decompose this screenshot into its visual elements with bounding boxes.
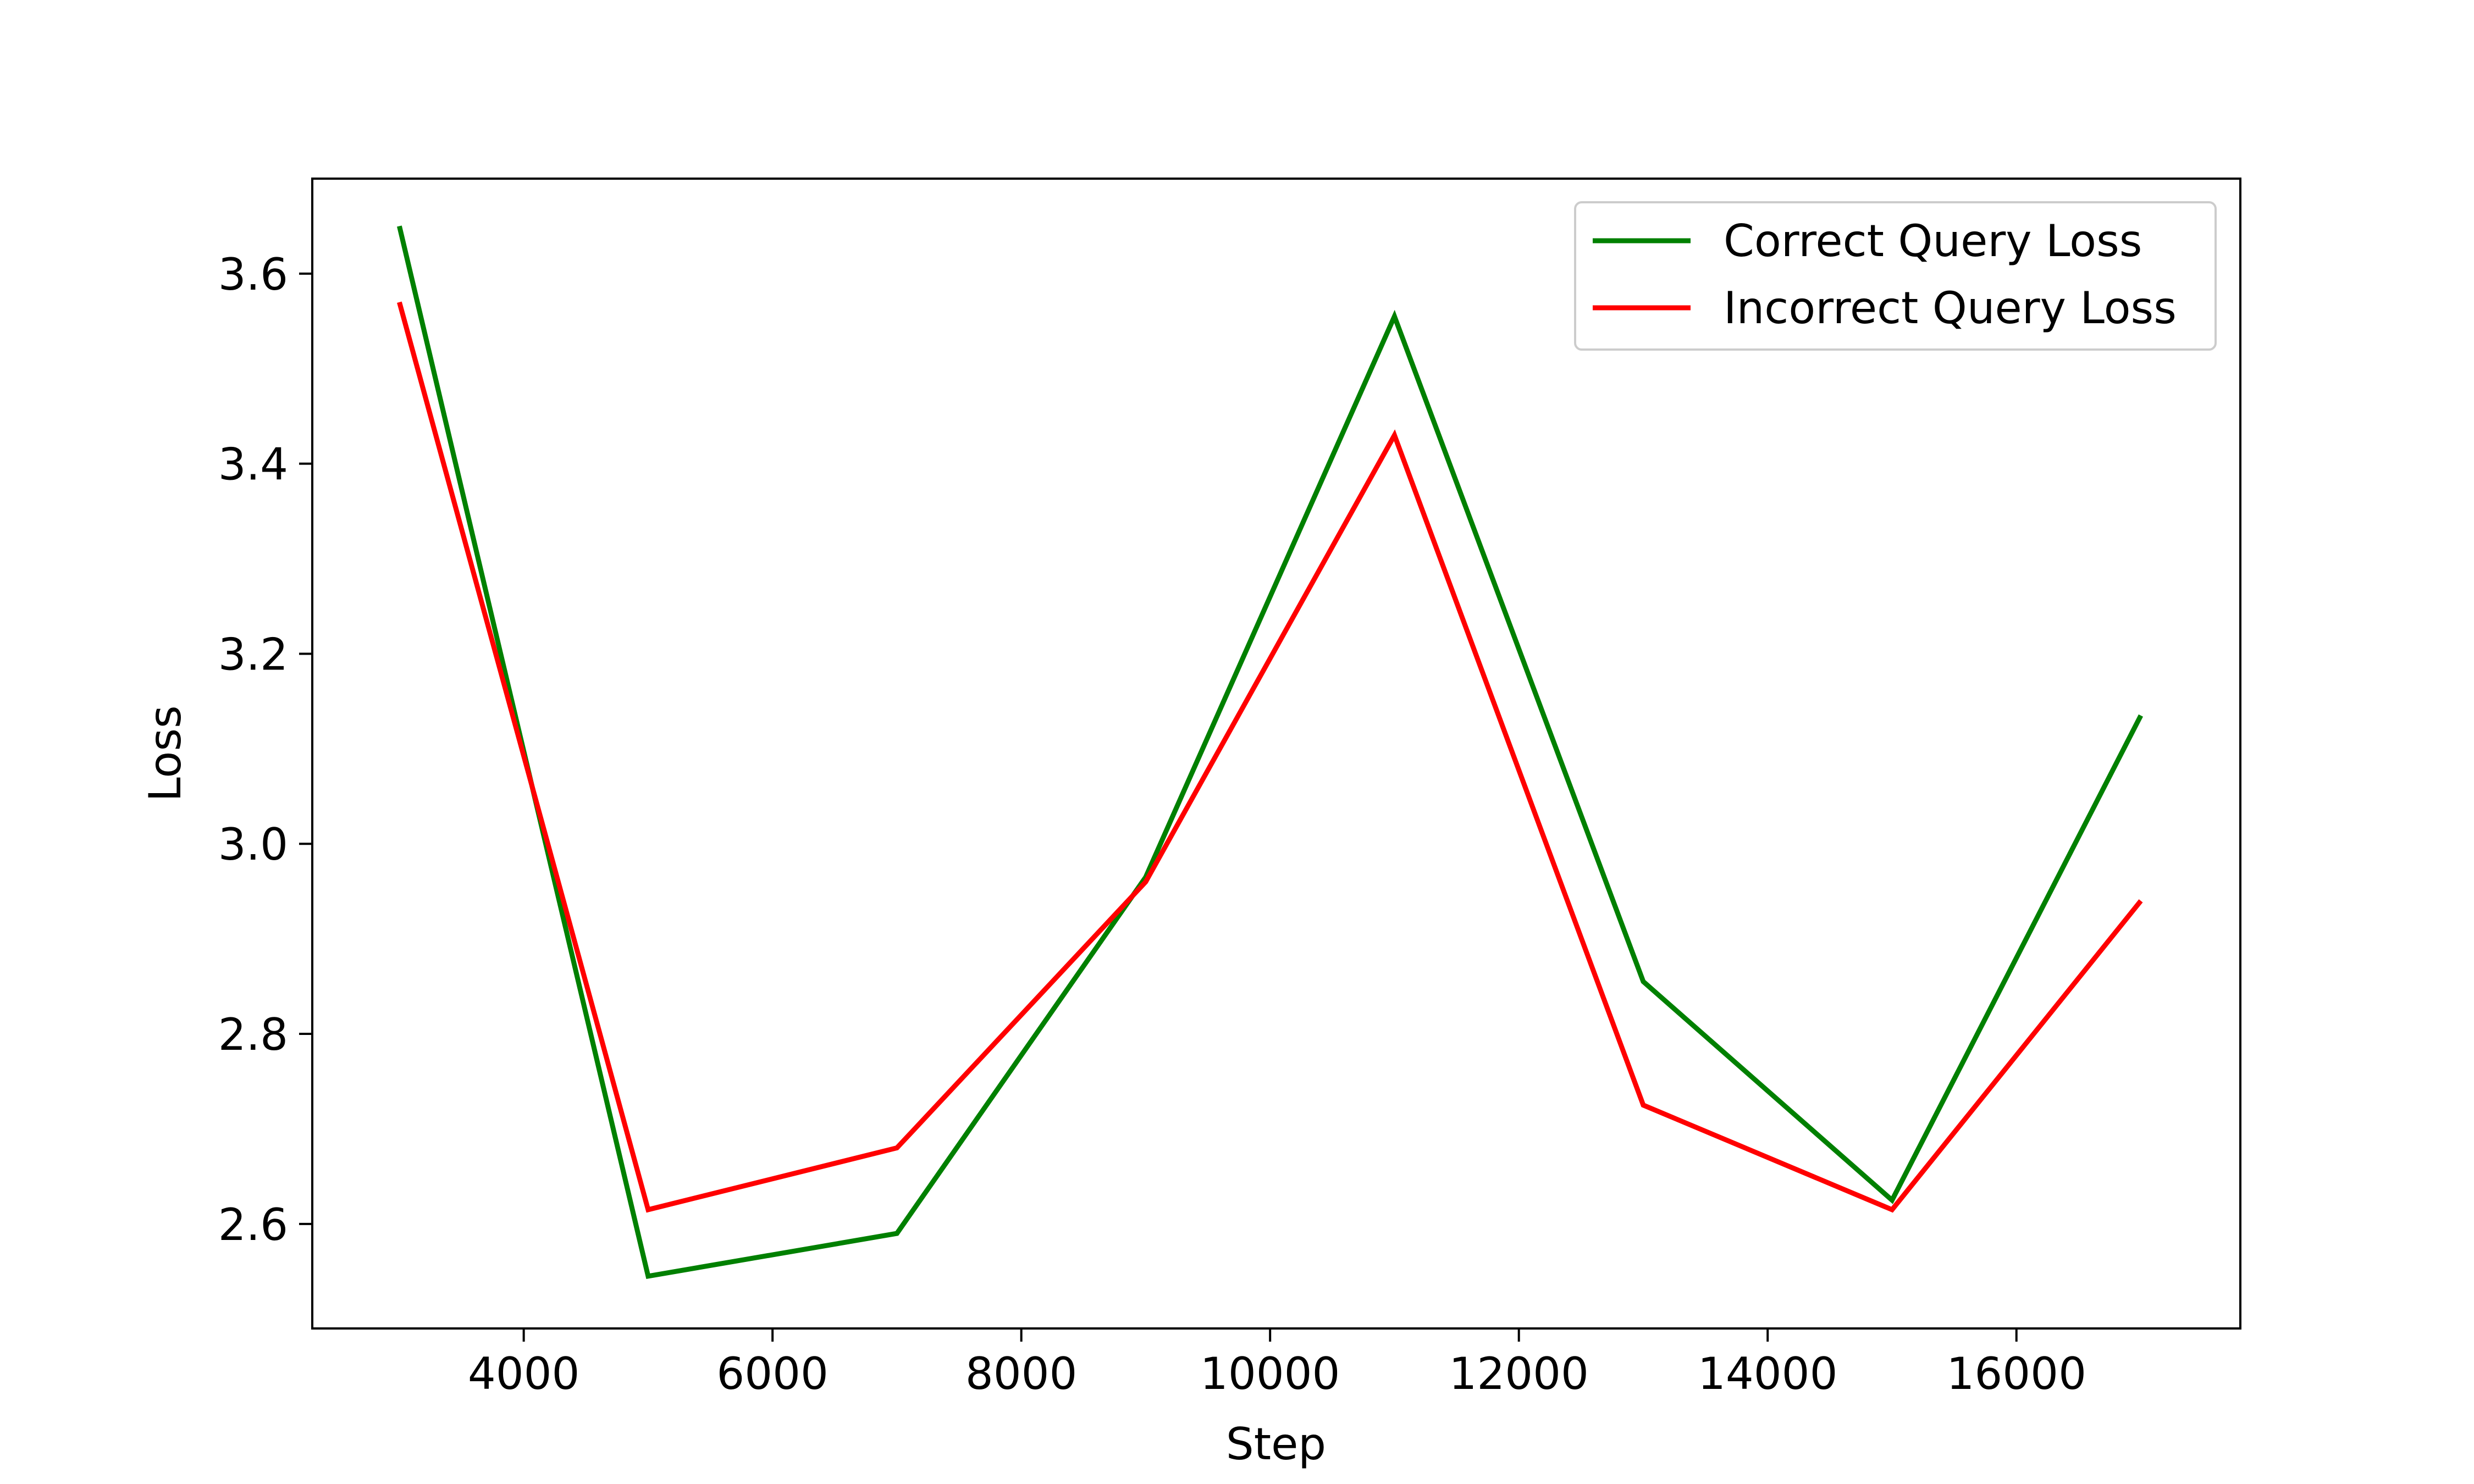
x-tick-label: 14000 [1698, 1348, 1838, 1399]
series-line-incorrect-query-loss [397, 301, 2143, 1213]
x-tick-label: 12000 [1449, 1348, 1589, 1399]
series-line-correct-query-loss [397, 225, 2144, 1280]
legend-label-correct-query-loss: Correct Query Loss [1724, 215, 2142, 267]
x-tick-label: 10000 [1200, 1348, 1340, 1399]
y-tick-label: 3.2 [218, 629, 288, 680]
legend: Correct Query Loss Incorrect Query Loss [1574, 201, 2217, 351]
x-tick-label: 6000 [716, 1348, 829, 1399]
y-tick-label: 3.4 [218, 439, 288, 490]
x-tick-label: 8000 [965, 1348, 1078, 1399]
plot-frame [311, 178, 2241, 1330]
x-tick-label: 16000 [1946, 1348, 2086, 1399]
legend-label-incorrect-query-loss: Incorrect Query Loss [1724, 283, 2177, 334]
y-tick-label: 2.8 [218, 1009, 288, 1060]
x-tick-label: 4000 [468, 1348, 580, 1399]
y-tick-label: 3.0 [218, 819, 288, 870]
y-tick-label: 2.6 [218, 1199, 288, 1250]
y-tick-label: 3.6 [218, 249, 288, 300]
y-axis-ticks: 2.6 2.8 3.0 3.2 3.4 3.6 [218, 249, 312, 1250]
series-layer [397, 225, 2144, 1280]
legend-box [1574, 201, 2217, 351]
y-axis-label: Loss [140, 705, 191, 801]
x-axis-ticks: 4000 6000 8000 10000 12000 14000 16000 [468, 1328, 2086, 1399]
x-axis-label: Step [1226, 1419, 1326, 1470]
